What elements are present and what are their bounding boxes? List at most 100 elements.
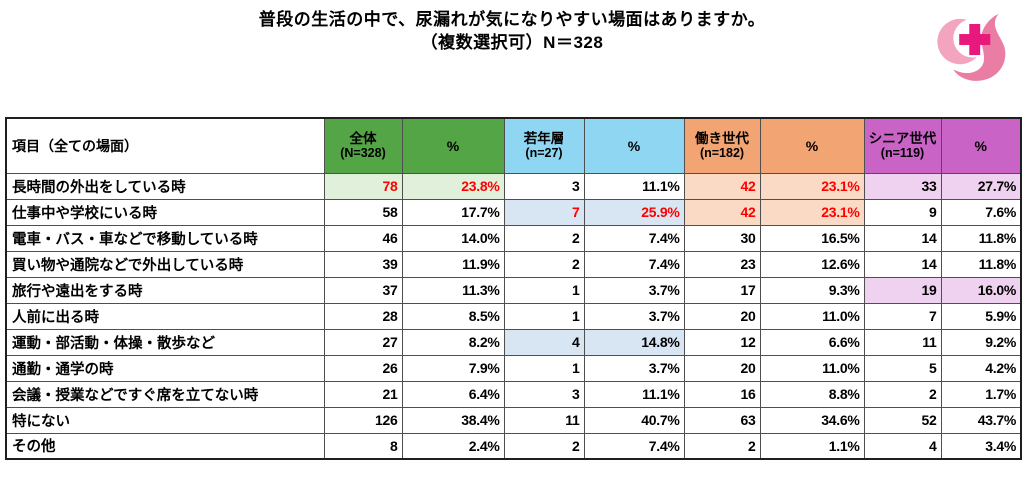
pct-cell: 12.6%: [759, 250, 865, 278]
pct-cell: 11.0%: [759, 302, 865, 330]
pct-cell: 8.5%: [401, 302, 505, 330]
pct-cell: 8.8%: [759, 380, 865, 408]
count-cell: 3: [503, 172, 585, 200]
table-row: その他 8 2.4% 2 7.4% 2 1.1% 4 3.4%: [5, 432, 1022, 460]
pct-cell: 3.7%: [583, 276, 685, 304]
count-cell: 33: [863, 172, 942, 200]
header-senior-n: (n=119): [880, 146, 925, 161]
pct-cell: 7.9%: [401, 354, 505, 382]
count-cell: 14: [863, 224, 942, 252]
pct-cell: 8.2%: [401, 328, 505, 356]
pct-cell: 6.4%: [401, 380, 505, 408]
row-label: その他: [5, 432, 325, 460]
table-row: 会議・授業などですぐ席を立てない時 21 6.4% 3 11.1% 16 8.8% 2 1.7%: [5, 380, 1022, 408]
count-cell: 28: [323, 302, 403, 330]
count-cell: 20: [683, 354, 761, 382]
pct-cell: 2.4%: [401, 432, 505, 460]
pct-cell: 9.2%: [940, 328, 1022, 356]
pct-cell: 25.9%: [583, 198, 685, 226]
count-cell: 4: [503, 328, 585, 356]
pct-cell: 4.2%: [940, 354, 1022, 382]
table-row: 人前に出る時 28 8.5% 1 3.7% 20 11.0% 7 5.9%: [5, 302, 1022, 330]
count-cell: 30: [683, 224, 761, 252]
count-cell: 63: [683, 406, 761, 434]
count-cell: 46: [323, 224, 403, 252]
header-senior-pct: %: [940, 117, 1022, 174]
count-cell: 1: [503, 302, 585, 330]
count-cell: 42: [683, 172, 761, 200]
count-cell: 5: [863, 354, 942, 382]
pct-cell: 14.8%: [583, 328, 685, 356]
count-cell: 12: [683, 328, 761, 356]
table-row: 長時間の外出をしている時 78 23.8% 3 11.1% 42 23.1% 33 27.7%: [5, 172, 1022, 200]
count-cell: 2: [503, 224, 585, 252]
count-cell: 23: [683, 250, 761, 278]
pct-cell: 11.1%: [583, 380, 685, 408]
pct-cell: 9.3%: [759, 276, 865, 304]
pct-cell: 11.8%: [940, 224, 1022, 252]
survey-title: 普段の生活の中で、尿漏れが気になりやすい場面はありますか。 （複数選択可）N＝3…: [0, 9, 1024, 55]
pct-cell: 7.6%: [940, 198, 1022, 226]
pct-cell: 27.7%: [940, 172, 1022, 200]
row-label: 仕事中や学校にいる時: [5, 198, 325, 226]
row-label: 長時間の外出をしている時: [5, 172, 325, 200]
pct-cell: 11.8%: [940, 250, 1022, 278]
header-working-pct: %: [759, 117, 865, 174]
pct-cell: 34.6%: [759, 406, 865, 434]
pink-medical-cross-logo: [937, 13, 1006, 81]
pct-cell: 3.7%: [583, 354, 685, 382]
pct-cell: 11.1%: [583, 172, 685, 200]
row-label: 旅行や遠出をする時: [5, 276, 325, 304]
table-row: 特にない 126 38.4% 11 40.7% 63 34.6% 52 43.7%: [5, 406, 1022, 434]
pct-cell: 16.0%: [940, 276, 1022, 304]
pct-cell: 7.4%: [583, 250, 685, 278]
header-young-name: 若年層: [523, 131, 565, 147]
count-cell: 52: [863, 406, 942, 434]
pct-cell: 23.1%: [759, 198, 865, 226]
row-label: 買い物や通院などで外出している時: [5, 250, 325, 278]
pct-cell: 11.0%: [759, 354, 865, 382]
pct-cell: 11.9%: [401, 250, 505, 278]
pct-cell: 23.1%: [759, 172, 865, 200]
pct-cell: 23.8%: [401, 172, 505, 200]
table-row: 仕事中や学校にいる時 58 17.7% 7 25.9% 42 23.1% 9 7.6%: [5, 198, 1022, 226]
count-cell: 19: [863, 276, 942, 304]
count-cell: 20: [683, 302, 761, 330]
row-label: 人前に出る時: [5, 302, 325, 330]
count-cell: 7: [503, 198, 585, 226]
header-senior: シニア世代 (n=119): [863, 117, 942, 174]
header-total-pct: %: [401, 117, 505, 174]
row-label: 電車・バス・車などで移動している時: [5, 224, 325, 252]
count-cell: 2: [503, 250, 585, 278]
count-cell: 9: [863, 198, 942, 226]
count-cell: 11: [503, 406, 585, 434]
count-cell: 17: [683, 276, 761, 304]
count-cell: 27: [323, 328, 403, 356]
count-cell: 21: [323, 380, 403, 408]
pct-cell: 6.6%: [759, 328, 865, 356]
count-cell: 2: [863, 380, 942, 408]
pct-cell: 5.9%: [940, 302, 1022, 330]
pct-cell: 16.5%: [759, 224, 865, 252]
row-label: 特にない: [5, 406, 325, 434]
header-total: 全体 (N=328): [323, 117, 403, 174]
table-row: 電車・バス・車などで移動している時 46 14.0% 2 7.4% 30 16.5% 14 11…: [5, 224, 1022, 252]
header-row: 項目（全ての場面） 全体 (N=328) % 若年層 (n=27) % 働き世代…: [5, 117, 1022, 174]
table-row: 運動・部活動・体操・散歩など 27 8.2% 4 14.8% 12 6.6% 11 9.2%: [5, 328, 1022, 356]
header-senior-name: シニア世代: [868, 131, 937, 147]
survey-title-line1: 普段の生活の中で、尿漏れが気になりやすい場面はありますか。: [258, 10, 766, 29]
pct-cell: 43.7%: [940, 406, 1022, 434]
count-cell: 2: [683, 432, 761, 460]
count-cell: 37: [323, 276, 403, 304]
table-row: 買い物や通院などで外出している時 39 11.9% 2 7.4% 23 12.6% 14 11.…: [5, 250, 1022, 278]
count-cell: 4: [863, 432, 942, 460]
header-young: 若年層 (n=27): [503, 117, 585, 174]
pct-cell: 1.1%: [759, 432, 865, 460]
header-young-n: (n=27): [525, 146, 563, 161]
count-cell: 14: [863, 250, 942, 278]
table-body: 長時間の外出をしている時 78 23.8% 3 11.1% 42 23.1% 33 27.7% 仕…: [5, 172, 1022, 460]
pct-cell: 17.7%: [401, 198, 505, 226]
pct-cell: 1.7%: [940, 380, 1022, 408]
count-cell: 1: [503, 354, 585, 382]
pct-cell: 14.0%: [401, 224, 505, 252]
